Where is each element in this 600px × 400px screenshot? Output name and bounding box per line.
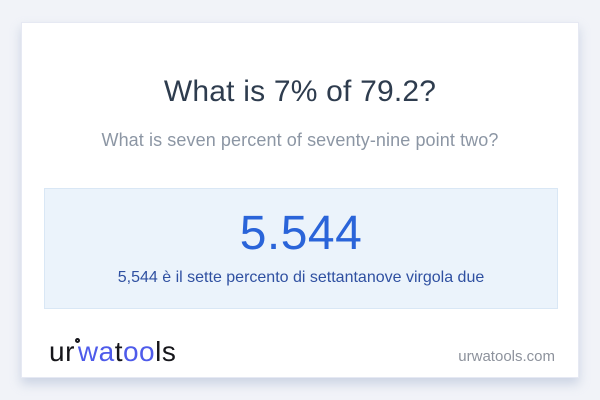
logo-text-ur: ur (49, 336, 75, 367)
question-card: What is 7% of 79.2? What is seven percen… (21, 22, 579, 378)
logo-text-wa: wa (77, 336, 115, 367)
result-box: 5.544 5,544 è il sette percento di setta… (44, 188, 558, 309)
logo-ring-icon (74, 338, 80, 343)
page-title: What is 7% of 79.2? (163, 75, 437, 108)
card-footer: ur watools urwatools.com (49, 336, 555, 368)
logo-text-ls: ls (155, 336, 177, 367)
logo-glasses-oo: oo (122, 336, 156, 367)
page-subtitle: What is seven percent of seventy-nine po… (101, 130, 499, 150)
website-url: urwatools.com (458, 348, 555, 365)
result-description: 5,544 è il sette percento di settantanov… (117, 269, 485, 286)
urwatools-logo: ur watools (49, 336, 176, 368)
result-value: 5.544 (239, 207, 363, 260)
logo-text-t: t (114, 336, 123, 367)
